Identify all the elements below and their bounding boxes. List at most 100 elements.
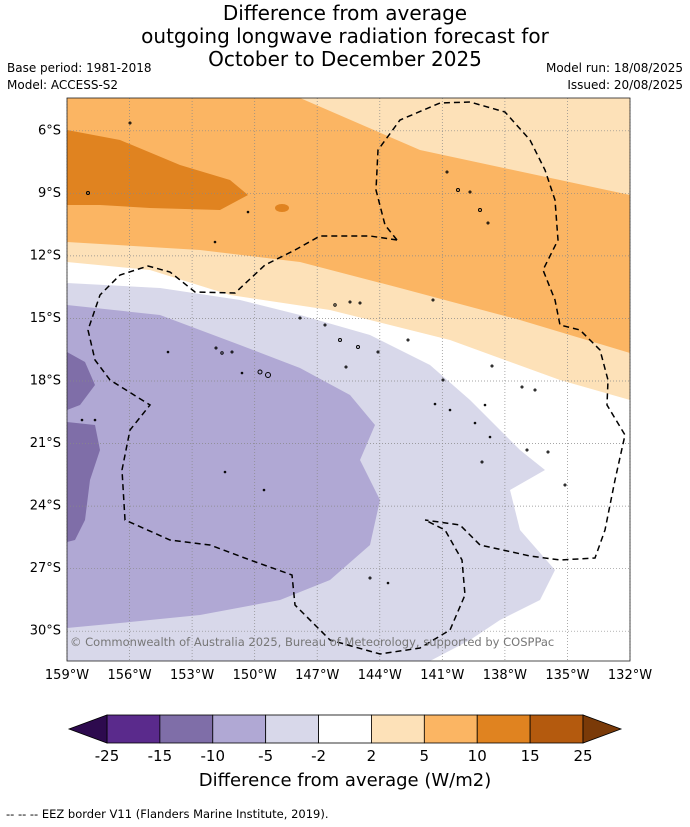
- island-marker: [348, 300, 352, 304]
- colorbar-tick-label: 2: [367, 747, 377, 765]
- island-marker: [262, 488, 266, 492]
- x-tick-label: 153°W: [170, 668, 214, 683]
- island-marker: [480, 460, 484, 464]
- x-tick-label: 135°W: [545, 668, 589, 683]
- island-marker: [473, 421, 477, 425]
- island-marker: [520, 385, 524, 389]
- colorbar-tick-label: -5: [258, 747, 273, 765]
- colorbar-tick-label: -25: [95, 747, 120, 765]
- island-marker: [386, 581, 390, 585]
- island-marker: [431, 298, 435, 302]
- colorbar-swatch: [476, 714, 531, 744]
- chart-title-line-2: outgoing longwave radiation forecast for: [141, 24, 549, 48]
- island-marker: [525, 448, 529, 452]
- island-marker: [456, 188, 460, 192]
- x-tick-label: 159°W: [45, 668, 89, 683]
- island-marker: [166, 350, 170, 354]
- colorbar-swatch: [265, 714, 319, 744]
- x-tick-label: 147°W: [295, 668, 339, 683]
- island-marker: [128, 121, 132, 125]
- island-marker: [376, 350, 380, 354]
- colorbar-tick-label: 5: [420, 747, 430, 765]
- colorbar-swatch: [371, 714, 425, 744]
- y-tick-label: 12°S: [30, 248, 61, 263]
- copyright-text: © Commonwealth of Australia 2025, Bureau…: [70, 635, 554, 649]
- colorbar-swatch: [106, 714, 161, 744]
- island-marker: [441, 378, 445, 382]
- colorbar-tick-label: 15: [521, 747, 540, 765]
- colorbar-tick-label: -2: [311, 747, 326, 765]
- x-tick-label: 141°W: [420, 668, 464, 683]
- region-minus-15-to-minus-10: [67, 352, 100, 542]
- x-tick-label: 150°W: [233, 668, 277, 683]
- chart-title-line-3: October to December 2025: [208, 47, 482, 71]
- colorbar-tick-label: -15: [148, 747, 173, 765]
- island-marker: [445, 170, 449, 174]
- colorbar-swatch: [423, 714, 478, 744]
- y-tick-label: 21°S: [30, 436, 61, 451]
- colorbar: -25 -15 -10 -5 -2 2 5 10 15 25: [67, 714, 623, 765]
- island-marker: [230, 350, 234, 354]
- colorbar-tick-label: 10: [468, 747, 487, 765]
- y-tick-label: 6°S: [38, 123, 61, 138]
- island-marker: [333, 303, 337, 307]
- colorbar-under-arrow: [67, 714, 108, 744]
- x-tick-label: 156°W: [107, 668, 151, 683]
- y-tick-label: 9°S: [38, 186, 61, 201]
- colorbar-swatch: [529, 714, 584, 744]
- island-marker: [468, 190, 472, 194]
- eez-border-southwest: [87, 235, 466, 655]
- colorbar-label: Difference from average (W/m2): [198, 770, 492, 791]
- colorbar-over-arrow: [582, 714, 623, 744]
- region-5-to-10: [67, 98, 630, 353]
- islands: [80, 121, 567, 585]
- colorbar-tick-label: 25: [573, 747, 592, 765]
- island-marker: [214, 346, 218, 350]
- region-10-to-15: [67, 130, 248, 210]
- island-marker: [257, 369, 263, 375]
- issued-date: Issued: 20/08/2025: [567, 78, 683, 92]
- island-marker: [433, 402, 437, 406]
- island-marker: [338, 338, 342, 342]
- x-tick-label: 138°W: [483, 668, 527, 683]
- island-marker: [478, 208, 482, 212]
- island-marker: [406, 338, 410, 342]
- region-10-to-15-patch: [275, 204, 289, 212]
- chart-title-line-1: Difference from average: [222, 1, 468, 25]
- x-axis-ticks: 159°W 156°W 153°W 150°W 147°W 144°W 141°W 138°W…: [45, 668, 652, 683]
- island-marker: [265, 372, 271, 378]
- eez-borders: [87, 101, 626, 655]
- model-run: Model run: 18/08/2025: [545, 61, 683, 75]
- region-minus-10-to-minus-5: [67, 305, 380, 628]
- colorbar-swatch: [318, 714, 372, 744]
- island-marker: [93, 418, 97, 422]
- y-tick-label: 27°S: [30, 561, 61, 576]
- island-marker: [323, 323, 327, 327]
- x-tick-label: 144°W: [358, 668, 402, 683]
- colorbar-swatch: [159, 714, 214, 744]
- island-marker: [546, 450, 550, 454]
- island-marker: [356, 345, 360, 349]
- y-tick-label: 15°S: [30, 311, 61, 326]
- island-marker: [483, 403, 487, 407]
- colorbar-tick-label: -10: [201, 747, 226, 765]
- plot-frame: [66, 97, 631, 662]
- anomaly-field: [67, 98, 630, 661]
- island-marker: [86, 191, 90, 195]
- island-marker: [298, 316, 302, 320]
- y-axis-ticks: 6°S 9°S 12°S 15°S 18°S 21°S 24°S 27°S 30°S: [30, 123, 61, 638]
- eez-footnote: -- -- -- EEZ border V11 (Flanders Marine…: [6, 807, 329, 821]
- base-period: Base period: 1981-2018: [7, 61, 152, 75]
- island-marker: [220, 351, 224, 355]
- island-marker: [358, 301, 362, 305]
- island-marker: [246, 210, 250, 214]
- island-marker: [490, 364, 494, 368]
- island-marker: [448, 408, 452, 412]
- island-marker: [80, 418, 84, 422]
- island-marker: [488, 435, 492, 439]
- island-marker: [563, 483, 567, 487]
- model-name: Model: ACCESS-S2: [7, 78, 119, 92]
- island-marker: [486, 221, 490, 225]
- y-tick-label: 30°S: [30, 624, 61, 639]
